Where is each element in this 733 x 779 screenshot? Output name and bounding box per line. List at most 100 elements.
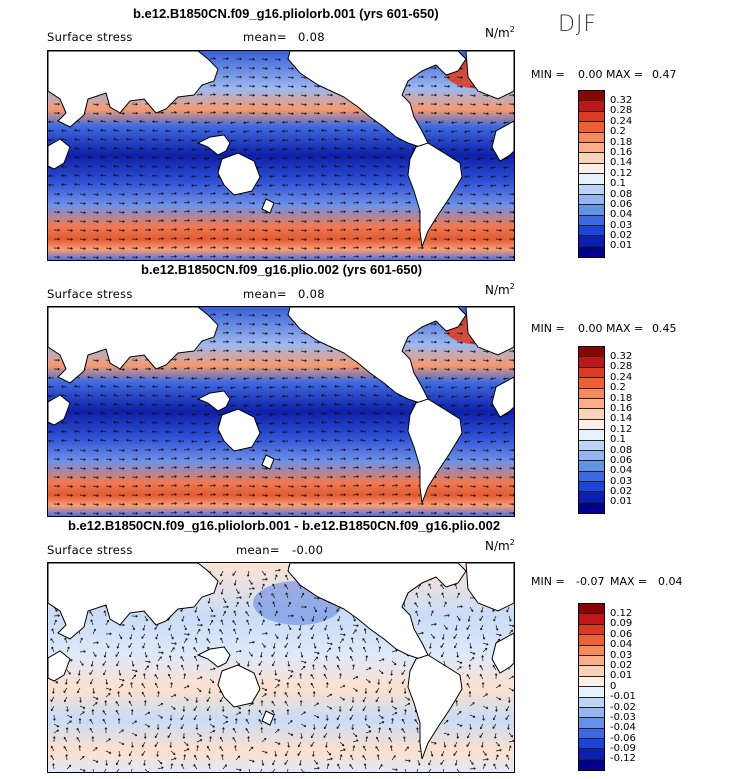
colorbar-labels: 0.32 0.28 0.24 0.2 0.18 0.16 0.14 0.12 0.1 0.08 0.… [610, 351, 633, 508]
map-panel [47, 562, 515, 773]
colorbar-swatch [579, 226, 604, 237]
colorbar-swatch [579, 728, 604, 740]
colorbar-swatch [579, 635, 604, 646]
max-label: MAX = [606, 322, 644, 335]
colorbar-tick-label: 0.16 [610, 146, 633, 158]
units-label: N/m2 [485, 538, 515, 553]
min-label: MIN = [531, 68, 565, 81]
colorbar-swatch [579, 347, 604, 358]
colorbar-swatch [579, 357, 604, 368]
max-value: 0.04 [658, 575, 683, 588]
units-label: N/m2 [485, 282, 515, 297]
max-label: MAX = [610, 575, 648, 588]
colorbar-swatch [579, 697, 604, 708]
colorbar-tick-label: 0.03 [610, 219, 633, 231]
colorbar-tick-label: 0.04 [610, 209, 633, 221]
mean-value: -0.00 [292, 543, 324, 557]
colorbar-swatch [579, 739, 604, 750]
colorbar-swatch [579, 91, 604, 102]
land-mask [48, 51, 514, 248]
colorbar-swatch [579, 624, 604, 636]
colorbar-tick-label: 0.24 [610, 371, 633, 383]
colorbar [578, 90, 605, 259]
colorbar-tick-label: 0.06 [610, 198, 633, 210]
colorbar-tick-label: -0.02 [610, 701, 636, 713]
colorbar-tick-label: -0.03 [610, 711, 636, 723]
colorbar-swatch [579, 111, 604, 123]
mean-label: mean= [243, 30, 287, 44]
colorbar-tick-label: 0.28 [610, 361, 633, 373]
stress-map [48, 307, 514, 516]
colorbar-tick-label: 0.32 [610, 95, 633, 106]
colorbar-labels: 0.12 0.09 0.06 0.04 0.03 0.02 0.01 0 -0.01 -0.02-… [610, 608, 636, 765]
colorbar-swatch [579, 687, 604, 698]
colorbar-tick-label: 0.2 [610, 126, 626, 138]
colorbar-tick-label: 0.1 [610, 434, 626, 446]
colorbar-tick-label: 0.04 [610, 465, 633, 477]
colorbar [578, 346, 605, 515]
variable-label: Surface stress [47, 30, 133, 44]
colorbar-swatch [579, 676, 604, 688]
colorbar-swatch [579, 378, 604, 389]
colorbar-tick-label: 0.2 [610, 382, 626, 394]
colorbar-tick-label: 0.14 [610, 157, 633, 169]
variable-label: Surface stress [47, 543, 133, 557]
panel-title: b.e12.B1850CN.f09_g16.pliolorb.001 - b.e… [68, 518, 501, 533]
colorbar-tick-label: 0.12 [610, 608, 633, 619]
colorbar-tick-label: 0 [610, 680, 617, 692]
colorbar-swatch [579, 645, 604, 656]
colorbar-swatch [579, 749, 604, 760]
colorbar-swatch [579, 666, 604, 677]
colorbar-swatch [579, 461, 604, 472]
colorbar-swatch [579, 236, 604, 247]
colorbar-swatch [579, 215, 604, 227]
colorbar-swatch [579, 430, 604, 441]
colorbar-tick-label: 0.1 [610, 178, 626, 190]
min-label: MIN = [531, 322, 565, 335]
colorbar-tick-label: 0.01 [610, 670, 633, 682]
colorbar-swatch [579, 707, 604, 719]
colorbar-tick-label: 0.08 [610, 444, 633, 456]
colorbar-tick-label: 0.01 [610, 496, 633, 508]
colorbar-swatch [579, 388, 604, 399]
season-label: DJF [558, 12, 598, 37]
panel-title: b.e12.B1850CN.f09_g16.pliolorb.001 (yrs … [133, 6, 439, 21]
colorbar-swatch [579, 132, 604, 143]
colorbar-tick-label: -0.01 [610, 691, 636, 703]
colorbar-swatch [579, 101, 604, 112]
colorbar-swatch [579, 409, 604, 420]
colorbar-tick-label: 0.03 [610, 475, 633, 487]
colorbar-tick-label: 0.06 [610, 454, 633, 466]
units-label: N/m2 [485, 25, 515, 40]
colorbar-tick-label: 0.12 [610, 423, 633, 435]
colorbar-tick-label: 0.08 [610, 188, 633, 200]
max-value: 0.47 [652, 68, 677, 81]
colorbar-swatch [579, 759, 604, 771]
stress-map [48, 51, 514, 260]
colorbar-tick-label: 0.18 [610, 392, 633, 404]
colorbar-swatch [579, 471, 604, 483]
colorbar-tick-label: 0.28 [610, 105, 633, 117]
colorbar-swatch [579, 184, 604, 195]
map-panel [47, 50, 515, 261]
colorbar-swatch [579, 482, 604, 493]
colorbar-swatch [579, 367, 604, 379]
colorbar-swatch [579, 604, 604, 615]
panel-title: b.e12.B1850CN.f09_g16.plio.002 (yrs 601-… [141, 262, 423, 277]
min-value: -0.07 [576, 575, 605, 588]
colorbar-swatch [579, 194, 604, 206]
colorbar-swatch [579, 205, 604, 216]
colorbar-tick-label: -0.12 [610, 753, 636, 765]
mean-label: mean= [236, 543, 280, 557]
colorbar-swatch [579, 122, 604, 133]
mean-label: mean= [243, 287, 287, 301]
colorbar-labels: 0.32 0.28 0.24 0.2 0.18 0.16 0.14 0.12 0.1 0.08 0.… [610, 95, 633, 252]
colorbar-tick-label: 0.16 [610, 402, 633, 414]
colorbar-tick-label: 0.12 [610, 167, 633, 179]
colorbar-tick-label: 0.03 [610, 649, 633, 661]
mean-value: 0.08 [298, 30, 325, 44]
colorbar-tick-label: 0.09 [610, 618, 633, 630]
colorbar-swatch [579, 450, 604, 462]
colorbar-tick-label: 0.02 [610, 230, 633, 242]
colorbar-tick-label: 0.06 [610, 628, 633, 640]
